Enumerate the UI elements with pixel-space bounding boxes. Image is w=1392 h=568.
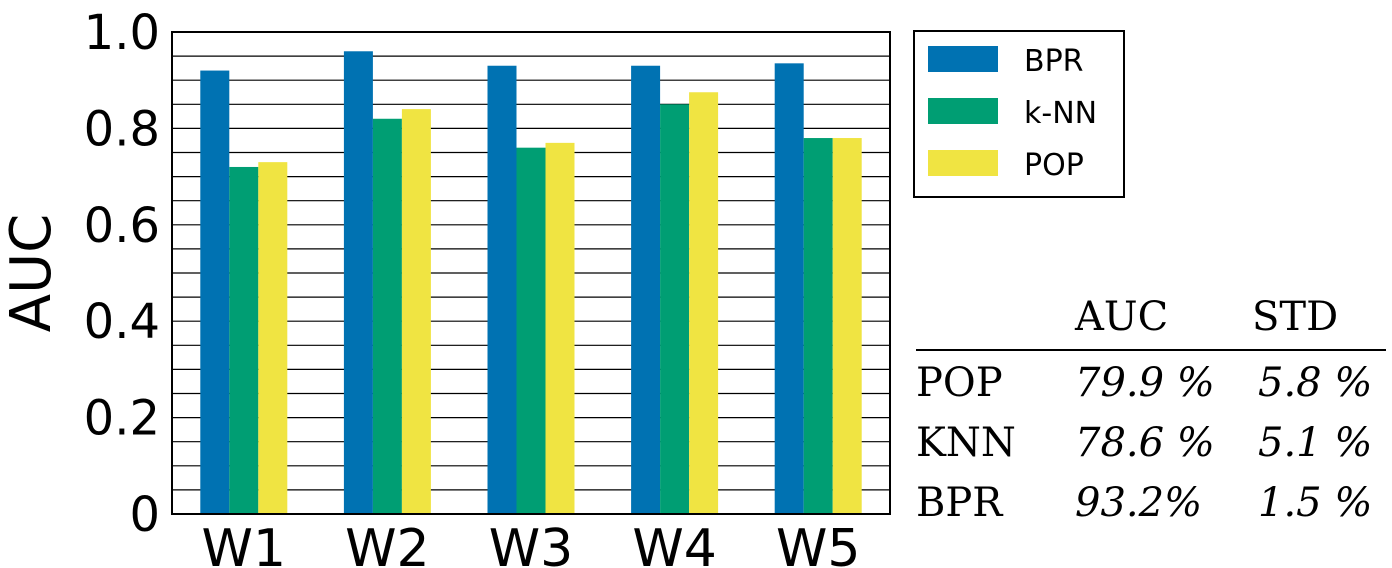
bar-bpr-w2	[343, 51, 373, 514]
table-cell-model: POP	[916, 360, 1003, 406]
bar-pop-w1	[258, 162, 288, 514]
table-cell-auc: 79.9 %	[1075, 360, 1215, 406]
table-cell-auc: 93.2%	[1075, 480, 1202, 526]
y-tick-label: 0	[129, 487, 160, 543]
y-tick-label: 0.8	[84, 101, 160, 157]
table-cell-auc: 78.6 %	[1075, 420, 1215, 466]
table-header-auc: AUC	[1074, 294, 1168, 340]
x-tick-label: W1	[202, 519, 287, 568]
y-tick-label: 0.2	[84, 391, 160, 447]
legend-swatch	[928, 98, 998, 124]
y-tick-label: 0.4	[84, 294, 160, 350]
legend-label: k-NN	[1024, 96, 1097, 131]
y-tick-label: 0.6	[84, 198, 160, 254]
x-axis: W1 W2 W3 W4 W5	[202, 519, 861, 568]
bar-k-nn-w4	[660, 104, 690, 515]
bar-bpr-w1	[200, 70, 230, 514]
legend: BPR k-NN POP	[913, 30, 1125, 198]
legend-label: BPR	[1024, 44, 1084, 79]
table-cell-model: BPR	[916, 480, 1004, 526]
summary-table: AUC STD POP 79.9 % 5.8 % KNN 78.6 % 5.1 …	[916, 294, 1386, 526]
bar-k-nn-w5	[803, 138, 833, 515]
legend-swatch	[928, 150, 998, 176]
bar-pop-w5	[832, 138, 862, 515]
y-axis-title: AUC	[0, 214, 64, 332]
table-cell-std: 5.1 %	[1258, 420, 1372, 466]
bar-bpr-w5	[774, 63, 804, 515]
bars	[200, 51, 862, 515]
table-cell-std: 1.5 %	[1258, 480, 1372, 526]
plot-frame	[171, 31, 891, 515]
table-header-std: STD	[1252, 294, 1338, 340]
y-axis: 0 0.2 0.4 0.6 0.8 1.0	[84, 5, 160, 543]
x-tick-label: W2	[345, 519, 430, 568]
y-tick-label: 1.0	[84, 5, 160, 61]
table-row: POP 79.9 % 5.8 %	[916, 360, 1372, 406]
table-row: KNN 78.6 % 5.1 %	[916, 420, 1372, 466]
bar-k-nn-w3	[516, 147, 546, 514]
legend-label: POP	[1024, 148, 1084, 183]
bar-pop-w3	[545, 142, 575, 515]
bar-k-nn-w2	[372, 118, 402, 514]
table-cell-model: KNN	[916, 420, 1016, 466]
bar-bpr-w3	[487, 65, 517, 515]
table-cell-std: 5.8 %	[1258, 360, 1372, 406]
bar-pop-w2	[401, 109, 431, 515]
table-row: BPR 93.2% 1.5 %	[916, 480, 1372, 526]
bar-k-nn-w1	[229, 166, 259, 514]
bar-bpr-w4	[631, 65, 661, 515]
bar-pop-w4	[689, 92, 719, 514]
x-tick-label: W4	[632, 519, 717, 568]
x-tick-label: W3	[489, 519, 574, 568]
legend-swatch	[928, 46, 998, 72]
x-tick-label: W5	[776, 519, 861, 568]
